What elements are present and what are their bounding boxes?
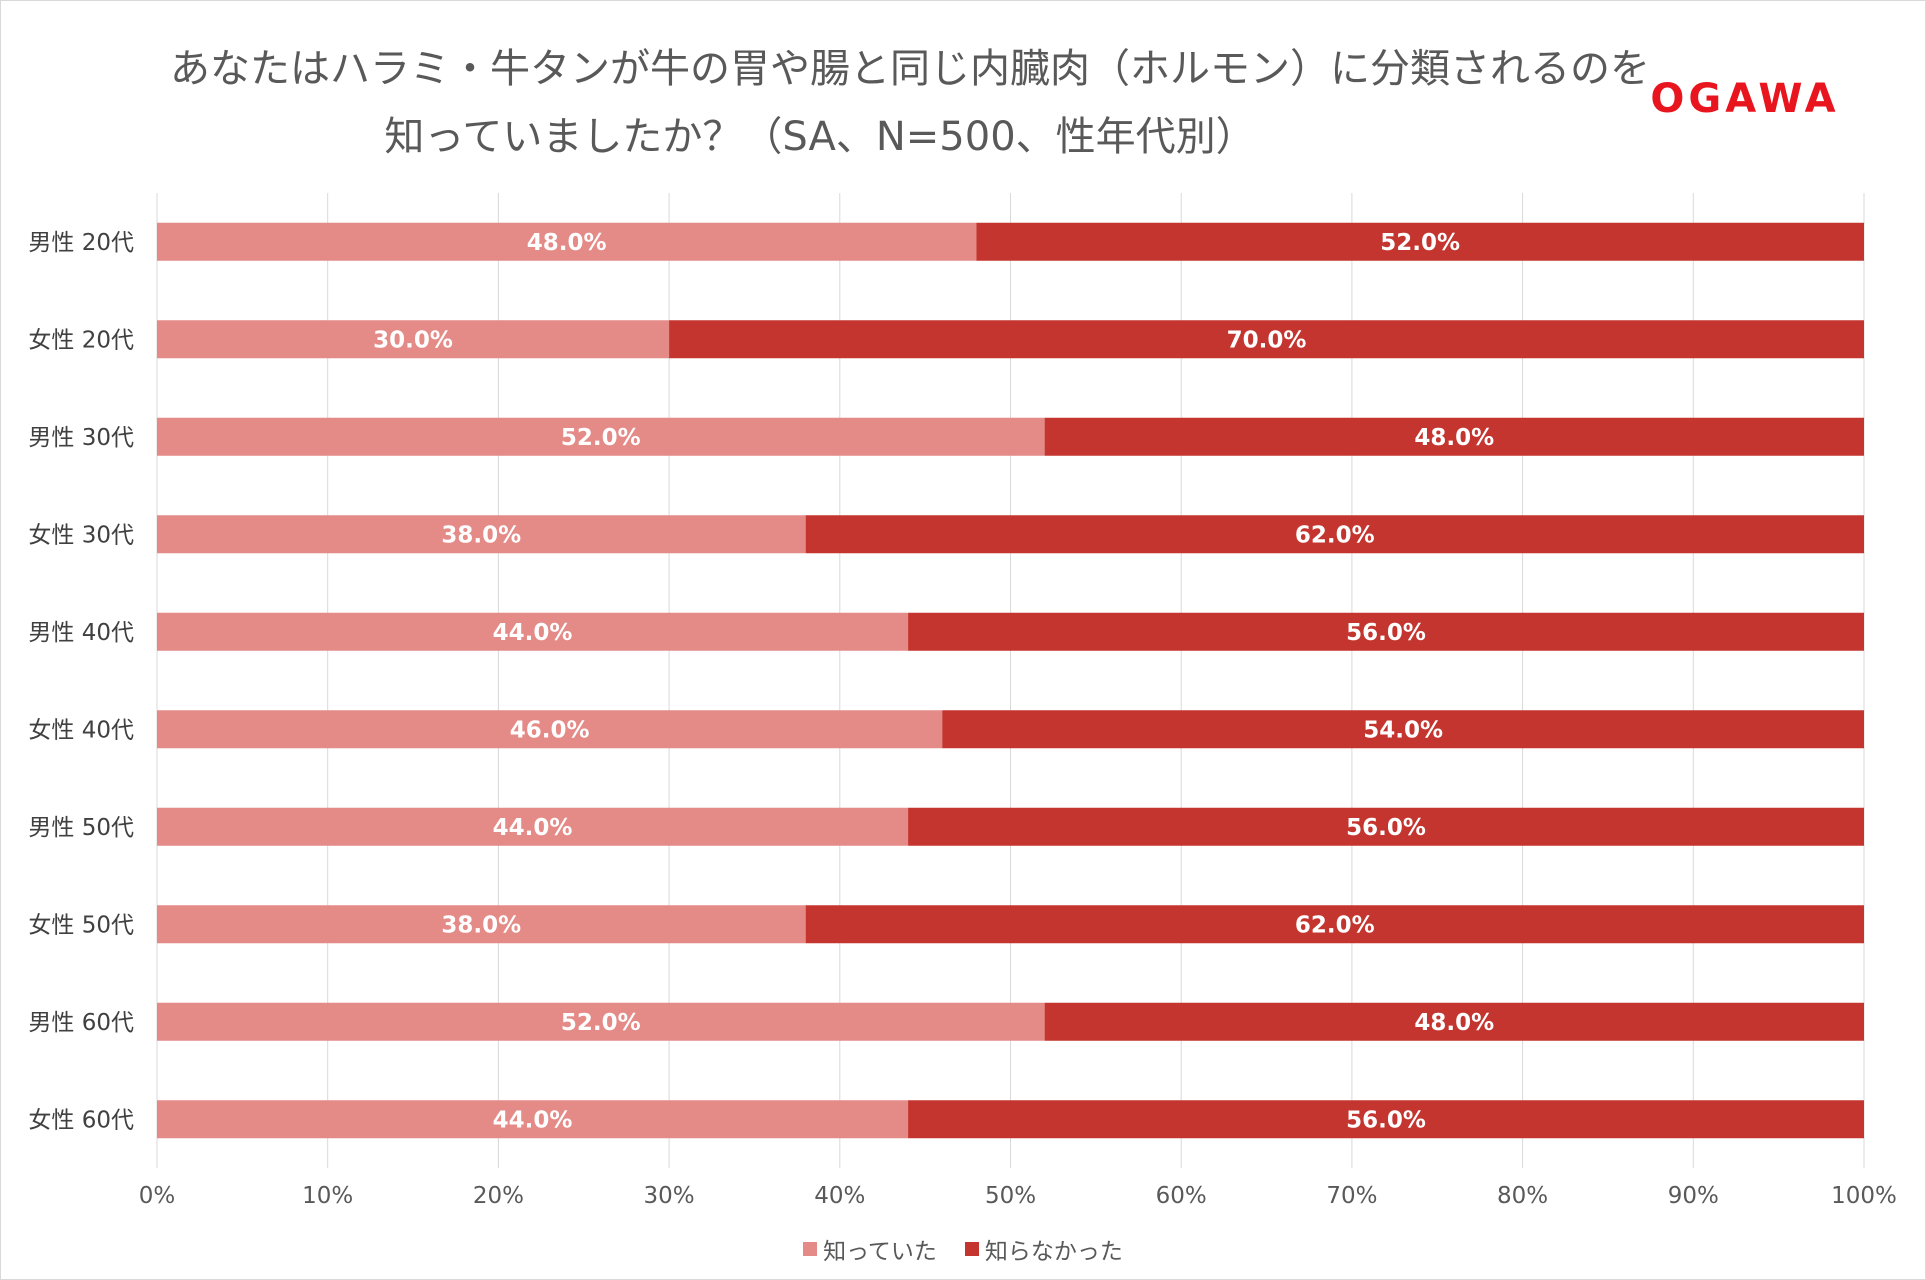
x-axis-ticks: 0% 10% 20% 30% 40% 50% 60% 70% 80% 90% 100% (139, 1183, 1897, 1209)
bar-known (157, 1002, 1045, 1041)
bar-unknown (908, 807, 1864, 846)
logo-text: OGAWA (1650, 76, 1839, 122)
x-tick-label: 30% (644, 1183, 695, 1209)
category-label: 女性 20代 (28, 327, 134, 353)
category-label: 男性 20代 (28, 230, 134, 256)
bar-unknown (908, 612, 1864, 651)
data-label: 56.0% (1346, 620, 1426, 646)
bar-known (157, 1100, 909, 1139)
category-label: 女性 50代 (28, 912, 134, 938)
data-label: 48.0% (1414, 1010, 1494, 1036)
legend-label-unknown: 知らなかった (984, 1239, 1123, 1265)
legend-label-known: 知っていた (823, 1239, 937, 1265)
category-label: 女性 40代 (28, 717, 134, 743)
x-tick-label: 80% (1497, 1183, 1548, 1209)
x-tick-label: 60% (1156, 1183, 1207, 1209)
category-label: 男性 40代 (28, 620, 134, 646)
x-tick-label: 10% (302, 1183, 353, 1209)
data-label: 44.0% (493, 815, 573, 841)
x-tick-label: 50% (985, 1183, 1036, 1209)
bar-known (157, 417, 1045, 456)
data-label: 46.0% (510, 717, 590, 743)
data-label: 62.0% (1295, 522, 1375, 548)
data-label: 56.0% (1346, 1107, 1426, 1133)
data-label: 56.0% (1346, 815, 1426, 841)
x-tick-label: 20% (473, 1183, 524, 1209)
legend-item-known: 知っていた (803, 1232, 937, 1266)
x-tick-label: 0% (139, 1183, 176, 1209)
bar-known (157, 612, 909, 651)
bar-unknown (976, 222, 1864, 261)
bar-known (157, 222, 977, 261)
data-label: 62.0% (1295, 912, 1375, 938)
category-label: 女性 60代 (28, 1107, 134, 1133)
category-label: 男性 60代 (28, 1010, 134, 1036)
bar-known (157, 710, 943, 749)
data-label: 48.0% (527, 230, 607, 256)
data-label: 54.0% (1363, 717, 1443, 743)
bar-unknown (942, 710, 1864, 749)
legend-swatch-unknown (964, 1242, 979, 1256)
legend-item-unknown: 知らなかった (964, 1232, 1123, 1266)
data-label: 52.0% (561, 425, 641, 451)
x-tick-label: 100% (1831, 1183, 1897, 1209)
data-label: 52.0% (561, 1010, 641, 1036)
bar-unknown (1044, 417, 1864, 456)
bars (157, 222, 1865, 1139)
category-label: 男性 50代 (28, 815, 134, 841)
stacked-bar-chart: 48.0% 52.0% 30.0% 70.0% 52.0% 48.0% 38.0% 62.0%… (28, 193, 1897, 1209)
legend: 知っていた 知らなかった (0, 1232, 1926, 1266)
x-tick-label: 70% (1326, 1183, 1377, 1209)
ogawa-logo: OGAWA (1650, 76, 1839, 122)
data-label: 52.0% (1380, 230, 1460, 256)
data-label: 30.0% (373, 327, 453, 353)
category-label: 女性 30代 (28, 522, 134, 548)
bar-known (157, 807, 909, 846)
data-labels: 48.0% 52.0% 30.0% 70.0% 52.0% 48.0% 38.0% 62.0%… (373, 230, 1494, 1134)
bar-unknown (908, 1100, 1864, 1139)
bar-unknown (1044, 1002, 1864, 1041)
category-label: 男性 30代 (28, 425, 134, 451)
data-label: 70.0% (1227, 327, 1307, 353)
legend-swatch-known (803, 1242, 818, 1256)
data-label: 38.0% (441, 522, 521, 548)
x-tick-label: 40% (814, 1183, 865, 1209)
chart-title-line-2: 知っていましたか？（SA、N=500、性年代別） (384, 114, 1256, 160)
data-label: 48.0% (1414, 425, 1494, 451)
bar-known (157, 905, 806, 944)
data-label: 38.0% (441, 912, 521, 938)
bar-unknown (805, 905, 1865, 944)
x-tick-label: 90% (1668, 1183, 1719, 1209)
bar-known (157, 515, 806, 554)
bar-known (157, 320, 670, 359)
data-label: 44.0% (493, 1107, 573, 1133)
bar-unknown (805, 515, 1865, 554)
bar-unknown (669, 320, 1864, 359)
data-label: 44.0% (493, 620, 573, 646)
chart-title-line-1: あなたはハラミ・牛タンが牛の胃や腸と同じ内臓肉（ホルモン）に分類されるのを (170, 46, 1650, 92)
